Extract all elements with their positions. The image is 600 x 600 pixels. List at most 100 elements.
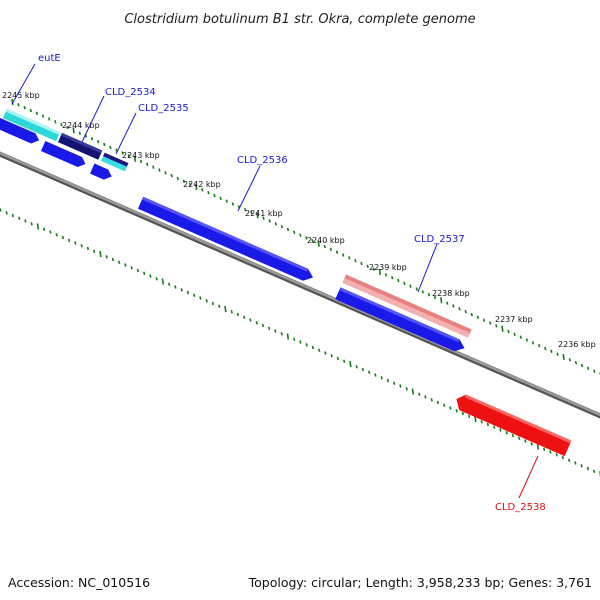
ruler-major-tick — [99, 250, 102, 258]
ruler-minor-tick — [543, 447, 546, 451]
ruler-minor-tick — [530, 442, 533, 446]
ruler-minor-tick — [286, 227, 290, 232]
kbp-label: 2241 kbp — [245, 209, 283, 218]
ruler-minor-tick — [249, 318, 252, 322]
gene-label-cld2537[interactable]: CLD_2537 — [414, 234, 465, 245]
ruler-minor-tick — [507, 329, 510, 334]
gene-label-cld2538[interactable]: CLD_2538 — [495, 502, 546, 513]
ruler-minor-tick — [574, 461, 577, 465]
gene-cds-left2[interactable] — [40, 140, 88, 169]
ruler-minor-tick — [17, 103, 20, 107]
ruler-minor-tick — [549, 450, 552, 454]
ruler-minor-tick — [538, 344, 541, 348]
ruler-minor-tick — [436, 400, 440, 405]
ruler-minor-tick — [146, 162, 149, 167]
ruler-minor-tick — [531, 341, 535, 345]
ruler-minor-tick — [574, 360, 578, 365]
ruler-minor-tick — [97, 140, 100, 144]
kbp-label: 2239 kbp — [369, 263, 407, 272]
ruler-minor-tick — [201, 188, 204, 192]
outer-ruler-ticks — [11, 98, 600, 376]
ruler-minor-tick — [580, 363, 584, 368]
ruler-minor-tick — [449, 406, 452, 410]
ruler-minor-tick — [305, 236, 308, 240]
ruler-major-tick — [286, 333, 290, 340]
gene-cds-small[interactable] — [90, 163, 114, 181]
gene-label-cld2534[interactable]: CLD_2534 — [105, 87, 156, 98]
ruler-minor-tick — [43, 227, 46, 231]
ruler-minor-tick — [386, 378, 390, 383]
ruler-minor-tick — [486, 422, 490, 427]
gene-label-eutE[interactable]: eutE — [38, 53, 61, 64]
genome-summary-text: Topology: circular; Length: 3,958,233 bp… — [248, 575, 592, 590]
ruler-major-tick — [536, 443, 540, 450]
inner-ruler-ticks — [0, 208, 600, 478]
ruler-minor-tick — [274, 222, 277, 226]
ruler-major-tick — [36, 223, 40, 230]
ruler-major-tick — [72, 127, 75, 134]
gene-label-cld2535[interactable]: CLD_2535 — [138, 103, 189, 114]
ruler-minor-tick — [236, 312, 240, 317]
ruler-minor-tick — [23, 105, 26, 110]
ruler-minor-tick — [544, 346, 547, 351]
ruler-minor-tick — [78, 131, 81, 135]
ruler-major-tick — [378, 268, 382, 276]
ruler-minor-tick — [182, 179, 186, 184]
callout-line-cld2535 — [115, 112, 137, 155]
ruler-minor-tick — [35, 111, 39, 116]
ruler-minor-tick — [305, 343, 308, 347]
ruler-minor-tick — [211, 301, 215, 306]
ruler-minor-tick — [90, 137, 94, 141]
ruler-minor-tick — [409, 284, 412, 288]
ruler-minor-tick — [525, 338, 529, 342]
gene-cld2538-block[interactable] — [453, 392, 572, 457]
ruler-minor-tick — [495, 324, 498, 328]
ruler-minor-tick — [518, 436, 521, 440]
ruler-minor-tick — [255, 321, 258, 325]
ruler-minor-tick — [243, 315, 246, 320]
ruler-minor-tick — [461, 411, 465, 416]
ruler-minor-tick — [470, 312, 473, 317]
ruler-minor-tick — [424, 395, 427, 399]
ruler-minor-tick — [293, 337, 296, 342]
ruler-minor-tick — [348, 256, 351, 260]
ruler-minor-tick — [176, 176, 179, 181]
ruler-minor-tick — [561, 455, 565, 460]
ruler-major-tick — [562, 353, 565, 361]
gene-eutE-block[interactable] — [2, 108, 61, 142]
ruler-minor-tick — [580, 464, 583, 468]
gene-label-cld2536[interactable]: CLD_2536 — [237, 155, 288, 166]
ruler-minor-tick — [111, 257, 115, 262]
ruler-minor-tick — [49, 230, 52, 234]
ruler-minor-tick — [360, 261, 363, 266]
kbp-label: 2238 kbp — [432, 289, 470, 298]
ruler-minor-tick — [268, 219, 271, 223]
ruler-minor-tick — [219, 196, 222, 201]
ruler-minor-tick — [458, 307, 461, 311]
ruler-minor-tick — [329, 247, 333, 252]
ruler-minor-tick — [218, 304, 221, 309]
gene-cds-right[interactable] — [335, 287, 467, 354]
ruler-minor-tick — [405, 387, 408, 391]
ruler-minor-tick — [207, 190, 210, 195]
kbp-label: 2242 kbp — [183, 180, 221, 189]
ruler-minor-tick — [86, 246, 90, 251]
gene-cds-left[interactable] — [0, 114, 41, 146]
ruler-minor-tick — [519, 335, 522, 339]
gene-cld2534-block[interactable] — [57, 132, 103, 160]
gene-cld2535-block[interactable] — [103, 152, 129, 167]
ruler-major-tick — [440, 297, 443, 304]
ruler-minor-tick — [155, 277, 158, 281]
ruler-minor-tick — [311, 239, 314, 243]
ruler-minor-tick — [335, 250, 339, 254]
ruler-minor-tick — [468, 414, 471, 419]
ruler-minor-tick — [427, 292, 431, 297]
gene-cld2536-block[interactable] — [137, 196, 315, 284]
ruler-minor-tick — [55, 233, 58, 237]
ruler-minor-tick — [80, 244, 83, 248]
ruler-minor-tick — [115, 148, 118, 152]
ruler-minor-tick — [143, 271, 146, 276]
ruler-major-tick — [224, 305, 227, 313]
callout-line-cld2538 — [518, 455, 539, 499]
ruler-minor-tick — [587, 366, 590, 370]
